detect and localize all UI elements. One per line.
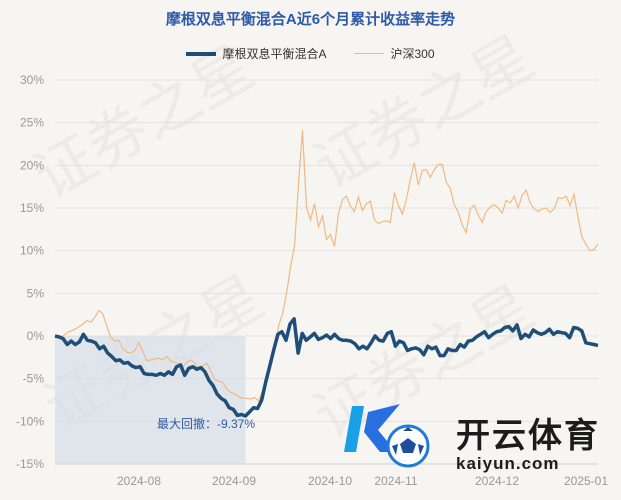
y-tick-label: -15%	[16, 457, 44, 471]
y-axis: 30% 25% 20% 15% 10% 5% 0% -5% -10% -15%	[16, 73, 44, 471]
legend-label-index: 沪深300	[390, 47, 435, 61]
x-tick-label: 2024-09	[212, 474, 256, 488]
y-tick-label: -10%	[16, 414, 44, 428]
chart-legend: 摩根双息平衡混合A 沪深300	[0, 45, 621, 62]
y-tick-label: 15%	[20, 201, 44, 215]
y-tick-label: 20%	[20, 158, 44, 172]
logo-url: kaiyun.com	[456, 454, 560, 473]
legend-item-index[interactable]: 沪深300	[354, 45, 435, 62]
legend-swatch-fund	[186, 51, 217, 56]
legend-label-fund: 摩根双息平衡混合A	[222, 47, 327, 61]
y-tick-label: 30%	[20, 73, 44, 87]
drawdown-area	[55, 336, 246, 464]
y-tick-label: 0%	[27, 329, 45, 343]
y-tick-label: 5%	[27, 286, 45, 300]
watermark-text: 证券之星	[303, 22, 546, 203]
series-line-index[interactable]	[54, 130, 599, 402]
x-axis: 2024-08 2024-09 2024-10 2024-11 2024-12 2025-…	[117, 474, 608, 488]
x-tick-label: 2024-10	[308, 474, 352, 488]
legend-item-fund[interactable]: 摩根双息平衡混合A	[186, 45, 326, 62]
legend-swatch-index	[354, 53, 385, 54]
y-tick-label: 25%	[20, 116, 44, 130]
x-tick-label: 2024-11	[374, 474, 417, 488]
y-tick-label: 10%	[20, 244, 44, 258]
x-tick-label: 2025-01	[564, 474, 608, 488]
series-line-fund[interactable]	[54, 317, 599, 418]
kaiyun-logo-icon	[344, 404, 430, 468]
x-tick-label: 2024-08	[117, 474, 161, 488]
max-drawdown-label: 最大回撤：-9.37%	[157, 417, 256, 431]
logo-name: 开云体育	[456, 417, 600, 455]
chart-title: 摩根双息平衡混合A近6个月累计收益率走势	[165, 11, 456, 28]
x-tick-label: 2024-12	[475, 474, 519, 488]
y-tick-label: -5%	[23, 372, 45, 386]
